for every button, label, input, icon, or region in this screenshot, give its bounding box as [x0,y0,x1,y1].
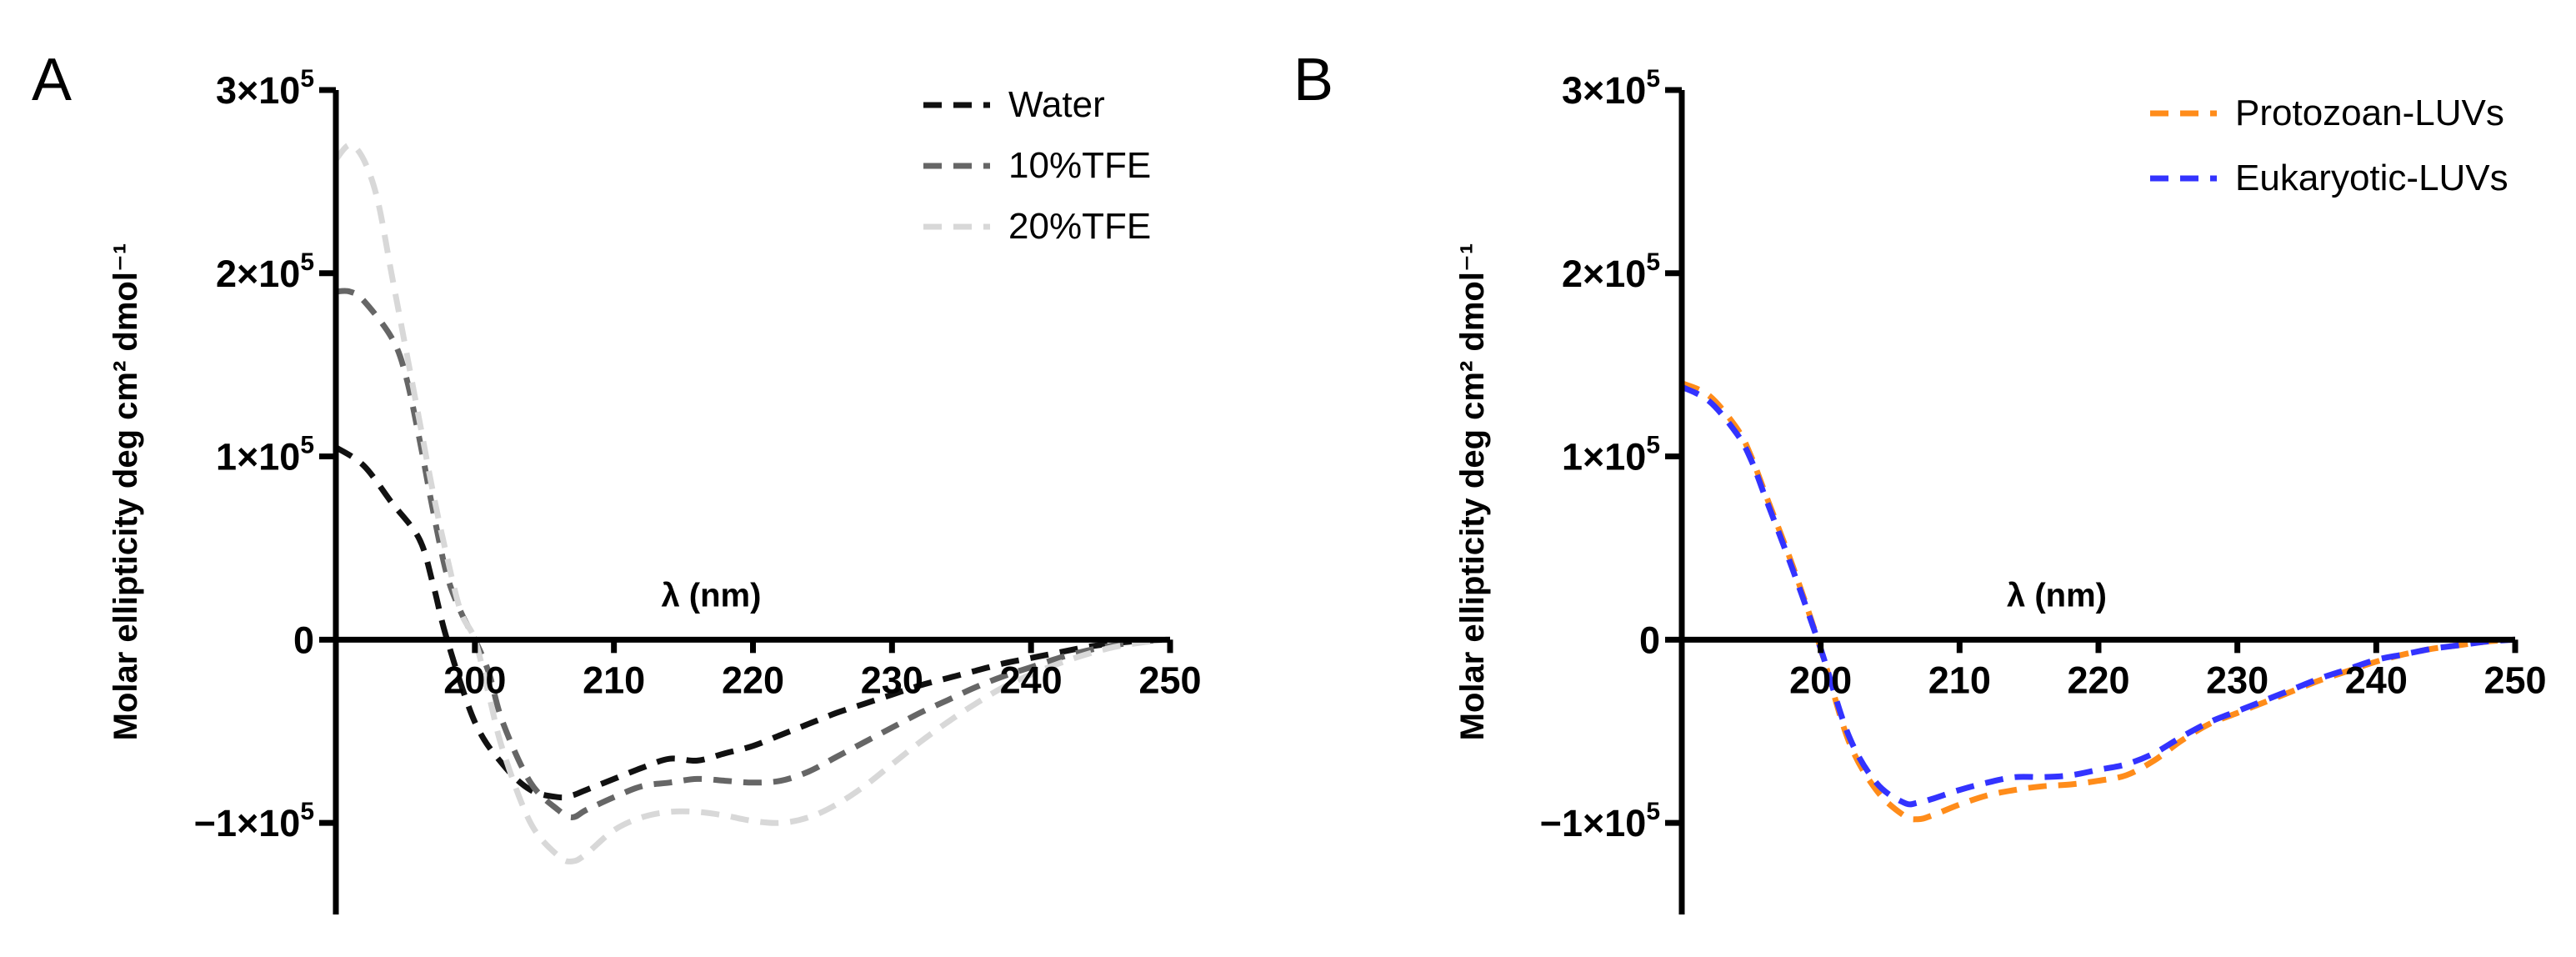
panel-a-x-tick-label: 230 [861,659,923,701]
panel-a-x-tick-label: 200 [443,659,506,701]
panel-a-y-axis-title: Molar ellipticity deg cm² dmol⁻¹ [108,243,144,741]
panel-a-y-tick-label: 0 [293,619,314,661]
panel-a-x-tick-label: 210 [583,659,645,701]
panel-a-series-line-3 [333,142,1171,864]
panel-b-plot-area: −1×105 0 1×105 2×105 3×105 200 210 220 230 240 250… [1540,65,2547,914]
panel-a-plot-area: −1×105 0 1×105 2×105 3×105 200 210 220 230 240 250… [194,65,1202,914]
panel-b-x-tick-label: 220 [2067,659,2129,701]
panel-b-x-tick-label: 210 [1928,659,1991,701]
panel-b-y-axis-title: Molar ellipticity deg cm² dmol⁻¹ [1454,243,1491,741]
panel-b-legend-label-2: Eukaryotic-LUVs [2235,158,2508,198]
panel-b-legend-label-1: Protozoan-LUVs [2235,93,2504,133]
panel-a-y-tick-label: 1×105 [216,432,314,478]
panel-b-y-tick-label: 2×105 [1562,248,1660,295]
panel-b-x-tick-label: 200 [1789,659,1852,701]
panel-b-x-axis-title: λ (nm) [2007,577,2107,614]
panel-b-y-tick-label: −1×105 [1540,798,1660,844]
panel-a-series-line-2 [335,288,1171,820]
panel-b-y-tick-label: 3×105 [1562,65,1660,112]
panel-b-y-axis-title-group: Molar ellipticity deg cm² dmol⁻¹ [1454,243,1491,741]
panel-b: B −1×105 0 1×105 2×105 3×105 200 210 220 230 240 2… [1293,47,2547,914]
panel-a-y-axis-title-group: Molar ellipticity deg cm² dmol⁻¹ [108,243,144,741]
panel-a-series-line-1 [334,444,1171,801]
panel-a-x-tick-label: 250 [1138,659,1201,701]
panel-b-x-tick-label: 240 [2345,659,2408,701]
panel-a-legend-label-3: 20%TFE [1008,206,1151,247]
panel-a-x-tick-label: 220 [722,659,784,701]
panel-a-legend-label-1: Water [1008,84,1105,125]
panel-a-y-tick-label: 3×105 [216,65,314,112]
panel-a-x-tick-label: 240 [1000,659,1063,701]
panel-a-label: A [32,47,72,113]
panel-a-y-tick-label: 2×105 [216,248,314,295]
panel-a-x-axis-title: λ (nm) [661,577,761,614]
panel-b-label: B [1293,47,1333,113]
panel-b-series-line-2 [1680,383,2516,808]
panel-b-y-tick-label: 0 [1639,619,1660,661]
panel-a-legend-label-2: 10%TFE [1008,145,1151,186]
panel-b-x-tick-label: 230 [2206,659,2268,701]
panel-b-x-tick-label: 250 [2483,659,2546,701]
panel-a-y-tick-label: −1×105 [194,798,314,844]
panel-a: A −1×105 0 1×105 2×105 3×105 200 210 220 230 240 2… [32,47,1202,914]
panel-b-y-tick-label: 1×105 [1562,432,1660,478]
